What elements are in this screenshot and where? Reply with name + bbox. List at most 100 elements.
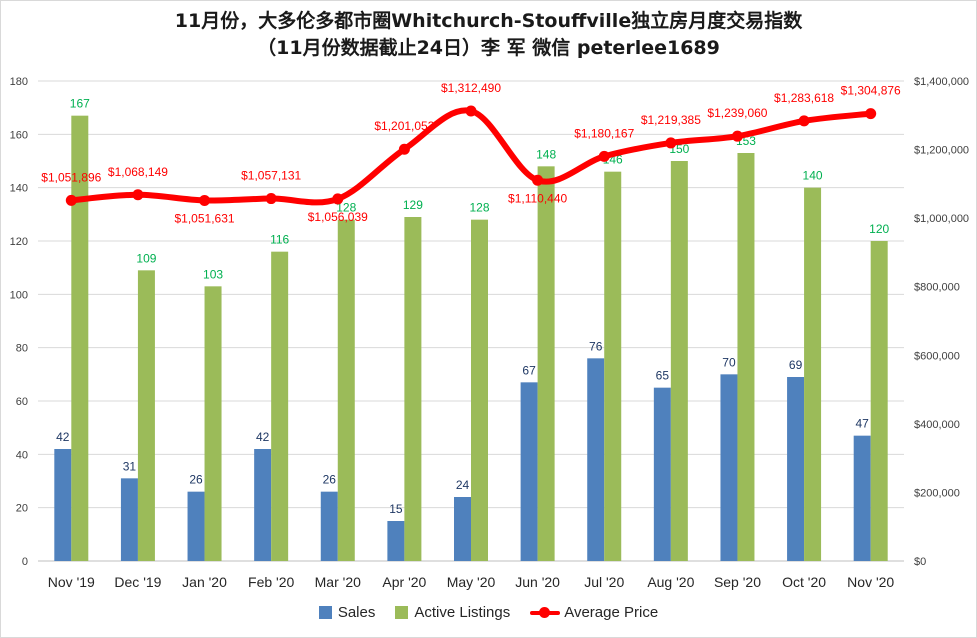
average-price-data-label: $1,239,060 (707, 106, 767, 120)
legend-item-sales: Sales (318, 604, 376, 621)
active-listings-bar (71, 115, 89, 562)
x-tick-label: Sep '20 (714, 574, 761, 590)
x-tick-label: Jun '20 (515, 574, 560, 590)
active-listings-data-label: 128 (469, 201, 489, 215)
average-price-point (598, 150, 610, 162)
sales-data-label: 24 (456, 478, 470, 492)
x-tick-label: May '20 (447, 574, 496, 590)
sales-bar (454, 497, 471, 561)
average-price-data-label: $1,219,385 (641, 113, 701, 127)
active-listings-bar (870, 241, 888, 561)
average-price-point (398, 143, 410, 155)
legend-swatch-sales (318, 606, 332, 619)
x-tick-label: Jul '20 (584, 574, 624, 590)
sales-bar (54, 449, 72, 561)
sales-bar (520, 382, 538, 561)
y-left-tick-label: 140 (10, 183, 28, 195)
active-listings-data-label: 167 (70, 97, 90, 111)
sales-data-label: 42 (56, 430, 70, 444)
legend-item-average-price: Average Price (530, 604, 658, 621)
y-right-tick-label: $400,000 (914, 419, 960, 431)
active-listings-bar (537, 166, 555, 562)
sales-data-label: 15 (389, 502, 403, 516)
average-price-point (532, 174, 544, 186)
active-listings-data-label: 140 (803, 169, 823, 183)
legend-item-active-listings: Active Listings (395, 604, 510, 621)
active-listings-bar (271, 251, 289, 561)
average-price-data-label: $1,304,876 (841, 84, 901, 98)
active-listings-data-label: 103 (203, 267, 223, 281)
sales-bar (787, 377, 805, 561)
sales-bar (653, 387, 671, 561)
x-tick-label: Oct '20 (782, 574, 826, 590)
x-tick-label: Dec '19 (114, 574, 161, 590)
legend-label-active-listings: Active Listings (414, 604, 511, 621)
average-price-data-label: $1,068,149 (108, 165, 168, 179)
chart-title-line-2: （11月份数据截止24日）李 军 微信 peterlee1689 (257, 37, 720, 59)
active-listings-bar (471, 219, 488, 561)
x-tick-label: Apr '20 (382, 574, 426, 590)
y-left-tick-label: 20 (16, 503, 28, 515)
chart-title: 11月份，大多伦多都市圈Whitchurch-Stouffville独立房月度交… (0, 8, 977, 62)
legend-swatch-average-price (530, 606, 561, 619)
sales-data-label: 69 (789, 358, 803, 372)
average-price-point (798, 115, 810, 127)
sales-data-label: 70 (722, 355, 736, 369)
sales-bar (587, 358, 605, 561)
legend-label-sales: Sales (337, 604, 376, 621)
active-listings-data-label: 109 (136, 251, 156, 265)
sales-data-label: 42 (256, 430, 270, 444)
sales-bar (120, 478, 138, 561)
average-price-data-label: $1,201,053 (374, 119, 434, 133)
average-price-data-label: $1,110,440 (508, 191, 567, 205)
y-left-tick-label: 40 (16, 449, 28, 461)
active-listings-bar (804, 187, 822, 561)
sales-data-label: 65 (656, 369, 670, 383)
x-tick-label: Aug '20 (647, 574, 694, 590)
sales-bar (720, 374, 738, 561)
active-listings-data-label: 148 (536, 147, 556, 161)
y-right-tick-label: $1,400,000 (914, 76, 969, 88)
chart-plot: 0 20 40 60 80 100 120 140 160 180 $0 $200,000 $400,0… (10, 76, 969, 590)
active-listings-bar (137, 270, 155, 561)
y-right-tick-label: $0 (914, 556, 926, 568)
average-price-data-label: $1,056,039 (308, 210, 368, 224)
average-price-point (465, 105, 477, 117)
average-price-point (65, 194, 77, 206)
y-left-tick-label: 160 (10, 129, 28, 141)
active-listings-bar (604, 171, 622, 561)
active-listings-bar (204, 286, 222, 561)
y-left-tick-label: 0 (22, 556, 28, 568)
legend-swatch-active-listings (395, 606, 409, 619)
y-right-tick-label: $800,000 (914, 282, 960, 294)
average-price-point (132, 189, 144, 201)
x-tick-label: Mar '20 (315, 574, 361, 590)
active-listings-bar (337, 219, 355, 561)
active-listings-bar (670, 161, 688, 561)
sales-bar (320, 491, 338, 561)
average-price-point (865, 108, 877, 120)
x-tick-label: Feb '20 (248, 574, 294, 590)
active-listings-bar (737, 153, 755, 561)
sales-data-label: 31 (123, 459, 137, 473)
average-price-data-label: $1,180,167 (574, 126, 634, 140)
sales-data-label: 67 (522, 363, 536, 377)
y-right-tick-label: $1,000,000 (914, 213, 969, 225)
sales-bar (187, 491, 205, 561)
y-right-tick-label: $1,200,000 (914, 145, 969, 157)
active-listings-bar (404, 217, 422, 561)
average-price-point (199, 194, 211, 206)
average-price-point (332, 193, 344, 205)
sales-bar (387, 521, 405, 561)
sales-data-label: 26 (189, 473, 203, 487)
active-listings-data-label: 120 (869, 222, 889, 236)
average-price-point (731, 130, 743, 142)
y-left-tick-label: 120 (10, 236, 28, 248)
y-left-tick-label: 100 (10, 289, 28, 301)
chart-legend: Sales Active Listings Average Price (0, 604, 977, 621)
x-tick-label: Jan '20 (182, 574, 227, 590)
y-left-tick-label: 60 (16, 396, 28, 408)
sales-data-label: 76 (589, 339, 603, 353)
sales-bar (254, 449, 272, 561)
average-price-data-label: $1,051,896 (41, 170, 101, 184)
